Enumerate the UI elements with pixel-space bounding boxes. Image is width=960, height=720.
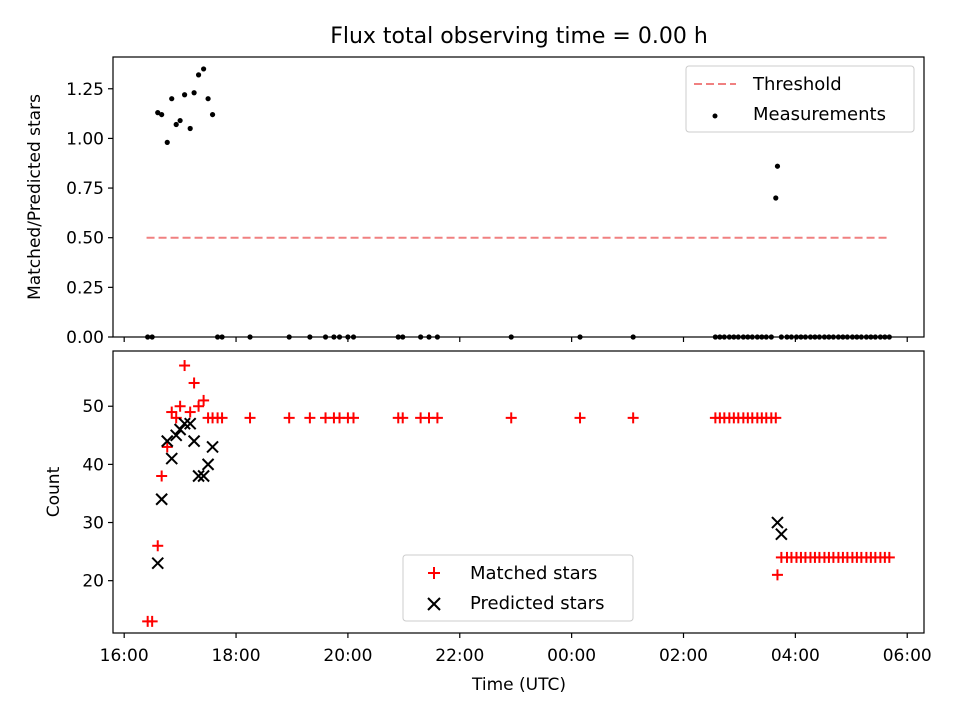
measurement-point (205, 96, 211, 102)
matched-star-point (431, 412, 443, 424)
matched-star-point (146, 615, 158, 627)
matched-stars-legend-marker (428, 567, 440, 579)
matched-star-point (244, 412, 256, 424)
bottom-x-tick-label: 22:00 (435, 646, 484, 666)
predicted-star-point (206, 440, 219, 454)
matched-star-point (348, 412, 360, 424)
measurement-point (773, 195, 779, 201)
measurement-point (164, 139, 170, 145)
top-x-axis-ticks (123, 337, 908, 342)
matched-star-point (161, 441, 173, 453)
predicted-star-point (192, 469, 205, 483)
predicted-star-point (169, 429, 183, 442)
predicted-star-point (201, 458, 215, 471)
top-y-tick-label: 0.00 (66, 328, 104, 348)
bottom-y-tick-label: 50 (82, 397, 104, 417)
bottom-y-tick-label: 30 (82, 514, 104, 534)
top-y-tick-label: 1.00 (66, 129, 104, 149)
x-axis-label: Time (UTC) (471, 675, 566, 695)
predicted-star-point (161, 434, 174, 448)
measurement-point (195, 72, 202, 78)
matched-star-point (156, 470, 168, 482)
matched-star-point (505, 412, 517, 424)
predicted-star-point (165, 452, 178, 465)
bottom-legend: Matched stars Predicted stars (402, 554, 634, 622)
bottom-x-tick-label: 16:00 (100, 646, 149, 666)
bottom-plot-frame (112, 350, 925, 634)
predicted-star-point (183, 417, 197, 430)
predicted-star-point (155, 493, 168, 506)
top-panel: 0.00 0.25 0.50 0.75 1.00 1.25 Matched/Predict… (25, 56, 925, 348)
measurement-point (187, 125, 193, 132)
predicted-star-point (151, 557, 164, 570)
top-legend-box (685, 65, 915, 133)
measurements-legend-label: Measurements (753, 104, 886, 125)
matched-star-point (152, 540, 164, 552)
predicted-star-point (775, 527, 788, 541)
measurement-point (155, 110, 161, 116)
top-y-tick-label: 0.50 (66, 229, 104, 249)
predicted-stars-legend-label: Predicted stars (470, 593, 604, 614)
top-y-tick-label: 0.75 (66, 179, 104, 199)
measurement-point (774, 163, 781, 169)
matched-star-point (883, 551, 895, 563)
bottom-panel: 20 30 40 50 16:00 18:00 20:00 22:00 00:00 02:00 0… (44, 350, 932, 695)
measurement-point (181, 92, 188, 98)
matched-star-point (627, 412, 639, 424)
top-y-axis-ticks: 0.00 0.25 0.50 0.75 1.00 1.25 (66, 80, 113, 348)
matched-star-point (216, 412, 228, 424)
top-y-tick-label: 1.25 (66, 80, 104, 100)
measurements-legend-marker (712, 113, 718, 119)
predicted-star-point (178, 417, 191, 430)
matched-star-point (574, 412, 586, 424)
bottom-x-tick-label: 06:00 (883, 646, 932, 666)
matched-star-point (174, 400, 186, 412)
bottom-x-tick-label: 00:00 (547, 646, 596, 666)
predicted-star-point (771, 516, 784, 529)
top-y-tick-label: 0.25 (66, 278, 104, 298)
bottom-y-axis-ticks: 20 30 40 50 (82, 397, 113, 592)
matched-stars-legend-label: Matched stars (470, 563, 597, 584)
bottom-legend-box (402, 554, 634, 622)
matched-star-point (304, 412, 316, 424)
measurement-point (159, 111, 165, 118)
matched-star-point (283, 412, 295, 424)
top-legend: Threshold Measurements (685, 65, 915, 133)
matched-star-point (179, 360, 191, 372)
bottom-x-axis-ticks: 16:00 18:00 20:00 22:00 00:00 02:00 04:00 06:00 (100, 633, 932, 666)
chart-title: Flux total observing time = 0.00 h (330, 24, 708, 49)
measurement-point (169, 96, 175, 102)
matched-star-point (193, 400, 205, 412)
measurement-point (173, 121, 179, 128)
predicted-star-point (197, 469, 210, 483)
bottom-x-tick-label: 18:00 (212, 646, 261, 666)
matched-star-point (198, 394, 210, 406)
measurement-point (201, 66, 207, 72)
predicted-star-point (187, 434, 201, 448)
bottom-x-tick-label: 02:00 (659, 646, 708, 666)
predicted-stars-legend-marker (427, 597, 441, 611)
bottom-y-tick-label: 40 (82, 455, 104, 475)
matched-star-point (184, 406, 196, 418)
matched-star-point (771, 569, 783, 581)
matched-star-point (397, 412, 409, 424)
measurement-point (209, 111, 216, 118)
count-points (142, 360, 895, 627)
matched-star-point (188, 377, 200, 389)
measurement-point (191, 90, 197, 96)
bottom-x-tick-label: 04:00 (771, 646, 820, 666)
top-plot-frame (112, 56, 925, 338)
top-y-axis-label: Matched/Predicted stars (25, 94, 45, 300)
bottom-y-axis-label: Count (44, 466, 64, 517)
bottom-y-tick-label: 20 (82, 572, 104, 592)
matched-star-point (770, 412, 782, 424)
threshold-legend-label: Threshold (752, 74, 842, 95)
bottom-x-tick-label: 20:00 (323, 646, 372, 666)
matched-star-point (166, 406, 178, 418)
measurement-point (177, 117, 183, 124)
